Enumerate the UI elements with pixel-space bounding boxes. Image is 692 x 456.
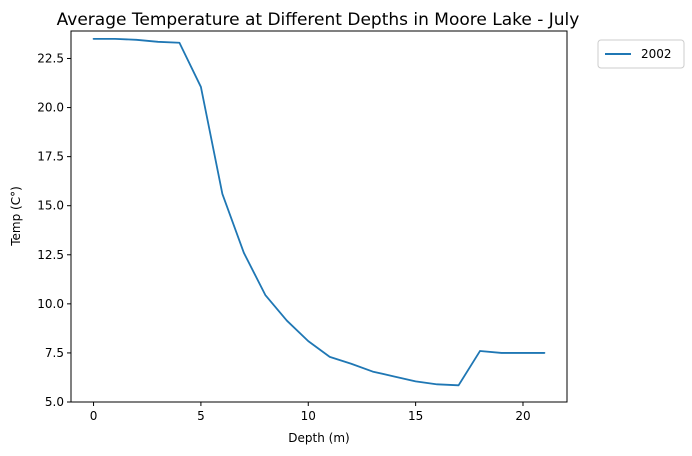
x-tick-label: 10 bbox=[301, 409, 316, 423]
plot-frame bbox=[70, 30, 568, 403]
y-tick-label: 7.5 bbox=[45, 346, 64, 360]
y-axis-label: Temp (C°) bbox=[9, 186, 23, 247]
x-tick-label: 20 bbox=[515, 409, 530, 423]
y-tick-label: 15.0 bbox=[37, 199, 64, 213]
y-tick-label: 17.5 bbox=[37, 150, 64, 164]
series-line-2002 bbox=[92, 37, 546, 387]
legend-frame bbox=[597, 39, 685, 69]
x-tick-label: 15 bbox=[408, 409, 423, 423]
x-tick-label: 5 bbox=[197, 409, 205, 423]
plot-area: 0 5 10 15 20 5.0 7.5 10.0 12.5 15.0 17.5 20.0 22.5 bbox=[37, 30, 568, 423]
y-axis: 5.0 7.5 10.0 12.5 15.0 17.5 20.0 22.5 bbox=[37, 51, 71, 409]
x-axis: 0 5 10 15 20 bbox=[90, 402, 531, 423]
y-tick-label: 22.5 bbox=[37, 51, 64, 65]
chart-title: Average Temperature at Different Depths … bbox=[57, 10, 580, 30]
y-tick-label: 20.0 bbox=[37, 101, 64, 115]
legend: 2002 bbox=[597, 39, 685, 69]
x-tick-label: 0 bbox=[90, 409, 98, 423]
series-layer bbox=[92, 37, 546, 387]
y-tick-label: 12.5 bbox=[37, 248, 64, 262]
legend-label-2002: 2002 bbox=[641, 47, 672, 61]
x-axis-label: Depth (m) bbox=[288, 431, 349, 445]
y-tick-label: 5.0 bbox=[45, 395, 64, 409]
y-tick-label: 10.0 bbox=[37, 297, 64, 311]
